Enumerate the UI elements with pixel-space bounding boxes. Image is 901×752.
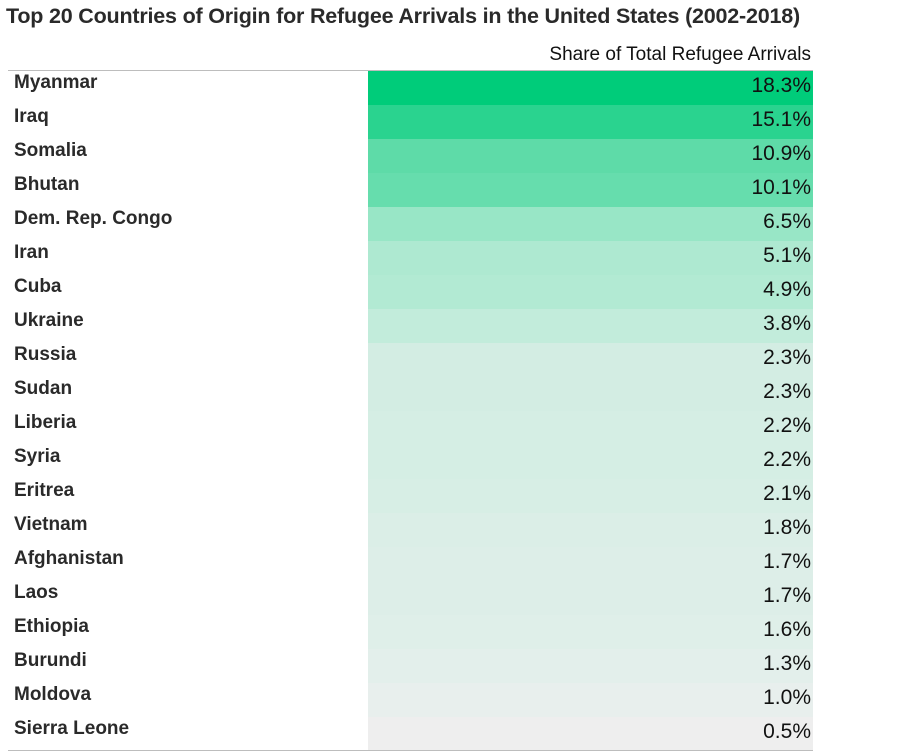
share-cell: 0.5% <box>368 717 813 751</box>
share-value: 2.2% <box>763 448 811 471</box>
share-cell: 3.8% <box>368 309 813 343</box>
country-label: Ukraine <box>14 310 84 331</box>
country-label: Myanmar <box>14 72 98 93</box>
table-row: Laos 1.7% <box>8 581 813 615</box>
table-row: Cuba 4.9% <box>8 275 813 309</box>
country-label: Liberia <box>14 412 77 433</box>
share-value: 5.1% <box>763 244 811 267</box>
table-row: Ethiopia 1.6% <box>8 615 813 649</box>
country-label: Laos <box>14 582 59 603</box>
share-value: 3.8% <box>763 312 811 335</box>
share-value: 6.5% <box>763 210 811 233</box>
share-value: 2.3% <box>763 380 811 403</box>
share-cell: 5.1% <box>368 241 813 275</box>
share-cell: 1.6% <box>368 615 813 649</box>
country-label: Burundi <box>14 650 87 671</box>
share-value: 10.9% <box>751 142 811 165</box>
bottom-divider <box>8 750 813 751</box>
country-label: Ethiopia <box>14 616 89 637</box>
share-cell: 2.3% <box>368 343 813 377</box>
table-row: Vietnam 1.8% <box>8 513 813 547</box>
share-cell: 1.7% <box>368 581 813 615</box>
table-row: Eritrea 2.1% <box>8 479 813 513</box>
top-divider <box>8 70 813 71</box>
share-value: 0.5% <box>763 720 811 743</box>
table-row: Somalia 10.9% <box>8 139 813 173</box>
share-value: 15.1% <box>751 108 811 131</box>
table-row: Russia 2.3% <box>8 343 813 377</box>
share-cell: 15.1% <box>368 105 813 139</box>
country-label: Moldova <box>14 684 92 705</box>
share-cell: 18.3% <box>368 71 813 105</box>
share-cell: 2.2% <box>368 445 813 479</box>
country-label: Sudan <box>14 378 73 399</box>
table-row: Ukraine 3.8% <box>8 309 813 343</box>
country-label: Bhutan <box>14 174 80 195</box>
country-label: Vietnam <box>14 514 88 535</box>
share-cell: 1.3% <box>368 649 813 683</box>
country-label: Eritrea <box>14 480 75 501</box>
share-cell: 2.3% <box>368 377 813 411</box>
chart-title: Top 20 Countries of Origin for Refugee A… <box>6 4 801 28</box>
table-row: Iraq 15.1% <box>8 105 813 139</box>
column-header-share: Share of Total Refugee Arrivals <box>549 44 811 65</box>
country-label: Afghanistan <box>14 548 124 569</box>
table-row: Burundi 1.3% <box>8 649 813 683</box>
country-label: Somalia <box>14 140 87 161</box>
share-value: 4.9% <box>763 278 811 301</box>
share-value: 1.0% <box>763 686 811 709</box>
share-value: 1.6% <box>763 618 811 641</box>
share-value: 18.3% <box>751 74 811 97</box>
table-row: Dem. Rep. Congo 6.5% <box>8 207 813 241</box>
table-row: Myanmar 18.3% <box>8 71 813 105</box>
share-value: 2.3% <box>763 346 811 369</box>
table-row: Bhutan 10.1% <box>8 173 813 207</box>
table-row: Sierra Leone 0.5% <box>8 717 813 751</box>
table-row: Iran 5.1% <box>8 241 813 275</box>
share-cell: 4.9% <box>368 275 813 309</box>
table-row: Liberia 2.2% <box>8 411 813 445</box>
table-row: Afghanistan 1.7% <box>8 547 813 581</box>
share-value: 1.3% <box>763 652 811 675</box>
share-cell: 1.8% <box>368 513 813 547</box>
country-label: Sierra Leone <box>14 718 130 739</box>
share-cell: 2.1% <box>368 479 813 513</box>
share-value: 1.7% <box>763 584 811 607</box>
share-cell: 10.1% <box>368 173 813 207</box>
share-cell: 1.7% <box>368 547 813 581</box>
share-cell: 1.0% <box>368 683 813 717</box>
country-label: Iraq <box>14 106 49 127</box>
table-row: Moldova 1.0% <box>8 683 813 717</box>
share-value: 10.1% <box>751 176 811 199</box>
share-value: 2.2% <box>763 414 811 437</box>
refugee-table: Myanmar 18.3% Iraq 15.1% Somalia 10.9% Bhutan 1… <box>8 71 813 751</box>
country-label: Iran <box>14 242 49 263</box>
country-label: Cuba <box>14 276 62 297</box>
country-label: Russia <box>14 344 77 365</box>
table-row: Sudan 2.3% <box>8 377 813 411</box>
share-cell: 6.5% <box>368 207 813 241</box>
country-label: Dem. Rep. Congo <box>14 208 173 229</box>
share-cell: 2.2% <box>368 411 813 445</box>
country-label: Syria <box>14 446 61 467</box>
table-row: Syria 2.2% <box>8 445 813 479</box>
share-value: 1.7% <box>763 550 811 573</box>
share-value: 1.8% <box>763 516 811 539</box>
share-cell: 10.9% <box>368 139 813 173</box>
share-value: 2.1% <box>763 482 811 505</box>
